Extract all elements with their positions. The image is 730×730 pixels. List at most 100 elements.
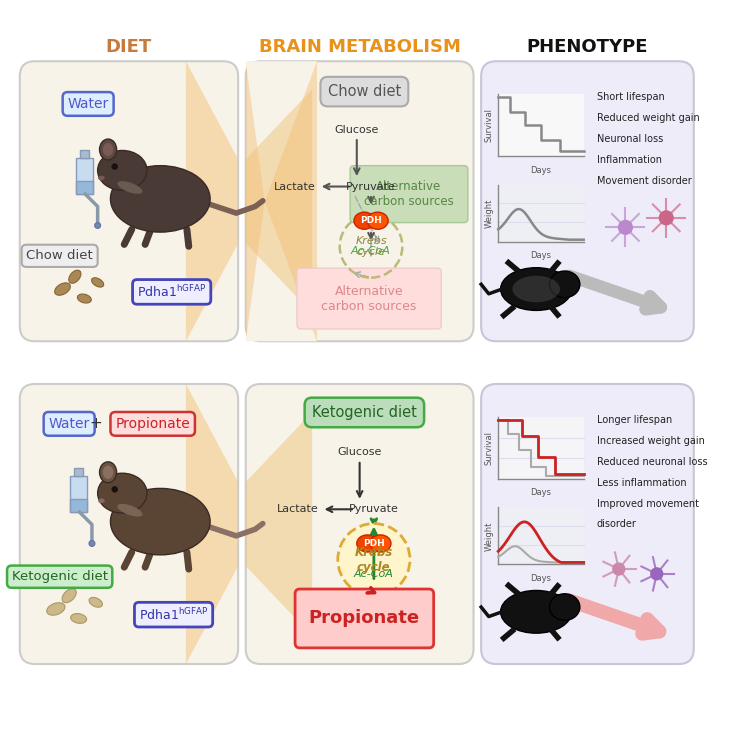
- Ellipse shape: [98, 176, 104, 180]
- Ellipse shape: [62, 588, 76, 603]
- Text: DIET: DIET: [106, 38, 152, 56]
- Bar: [76, 181, 93, 194]
- Ellipse shape: [110, 488, 210, 555]
- Text: Pyruvate: Pyruvate: [346, 182, 396, 191]
- Text: Propionate: Propionate: [309, 610, 420, 628]
- Text: Lactate: Lactate: [274, 182, 316, 191]
- FancyBboxPatch shape: [295, 589, 434, 648]
- Polygon shape: [246, 61, 317, 341]
- Text: Days: Days: [531, 166, 551, 174]
- Text: Water: Water: [67, 97, 109, 111]
- Text: Ac-CoA: Ac-CoA: [354, 569, 393, 579]
- Text: Longer lifespan: Longer lifespan: [597, 415, 672, 425]
- Text: Improved movement: Improved movement: [597, 499, 699, 509]
- Circle shape: [112, 486, 118, 492]
- Ellipse shape: [501, 268, 572, 310]
- Ellipse shape: [103, 466, 113, 479]
- Text: Ketogenic diet: Ketogenic diet: [312, 405, 417, 420]
- Text: PDH: PDH: [363, 539, 385, 548]
- Bar: [76, 158, 93, 194]
- Text: Days: Days: [531, 574, 551, 583]
- Ellipse shape: [110, 166, 210, 232]
- Text: Inflammation: Inflammation: [597, 155, 662, 165]
- Text: Survival: Survival: [485, 431, 493, 465]
- Text: Short lifespan: Short lifespan: [597, 92, 665, 102]
- FancyBboxPatch shape: [20, 384, 238, 664]
- Text: Days: Days: [531, 251, 551, 260]
- Ellipse shape: [501, 591, 572, 633]
- Text: Weight: Weight: [485, 199, 493, 228]
- Polygon shape: [246, 412, 312, 636]
- Bar: [70, 476, 87, 512]
- Text: Survival: Survival: [485, 108, 493, 142]
- FancyBboxPatch shape: [481, 61, 694, 341]
- Circle shape: [650, 567, 664, 580]
- Ellipse shape: [71, 614, 87, 623]
- Polygon shape: [186, 61, 238, 243]
- Text: Weight: Weight: [485, 521, 493, 550]
- Ellipse shape: [118, 181, 142, 194]
- Text: Propionate: Propionate: [115, 417, 190, 431]
- Circle shape: [95, 223, 101, 228]
- Text: PDH: PDH: [360, 216, 382, 226]
- Text: Alternative
carbon sources: Alternative carbon sources: [321, 285, 417, 312]
- FancyBboxPatch shape: [481, 384, 694, 664]
- Text: Chow diet: Chow diet: [328, 84, 401, 99]
- Ellipse shape: [354, 212, 374, 229]
- Ellipse shape: [98, 499, 104, 503]
- Ellipse shape: [118, 504, 142, 517]
- Text: Alternative
carbon sources: Alternative carbon sources: [364, 180, 454, 208]
- Circle shape: [89, 541, 95, 546]
- Text: Increased weight gain: Increased weight gain: [597, 436, 705, 446]
- Circle shape: [612, 562, 626, 576]
- Circle shape: [618, 220, 633, 235]
- Text: Krebs
cycle: Krebs cycle: [355, 545, 393, 574]
- Text: Days: Days: [531, 488, 551, 497]
- Text: Pyruvate: Pyruvate: [349, 504, 399, 515]
- Bar: [499, 418, 584, 479]
- Text: Pdha1$^{\mathsf{hGFAP}}$: Pdha1$^{\mathsf{hGFAP}}$: [137, 284, 207, 300]
- Text: Water: Water: [48, 417, 90, 431]
- Text: Less inflammation: Less inflammation: [597, 477, 687, 488]
- Text: Lactate: Lactate: [277, 504, 319, 515]
- Polygon shape: [246, 201, 317, 341]
- Polygon shape: [186, 384, 238, 664]
- Ellipse shape: [77, 294, 91, 303]
- Circle shape: [112, 164, 118, 169]
- Bar: [499, 507, 584, 564]
- Bar: [499, 185, 584, 242]
- FancyBboxPatch shape: [350, 166, 468, 223]
- Bar: [499, 94, 584, 156]
- Bar: [70, 499, 87, 512]
- Polygon shape: [186, 61, 238, 341]
- Bar: [74, 467, 83, 476]
- Ellipse shape: [98, 473, 147, 513]
- Ellipse shape: [55, 283, 70, 295]
- Text: Reduced neuronal loss: Reduced neuronal loss: [597, 457, 707, 466]
- FancyBboxPatch shape: [246, 61, 474, 341]
- Text: Glucose: Glucose: [334, 125, 379, 134]
- Polygon shape: [186, 384, 238, 566]
- Text: Glucose: Glucose: [337, 447, 382, 457]
- Text: Chow diet: Chow diet: [26, 250, 93, 262]
- Ellipse shape: [69, 270, 81, 283]
- Ellipse shape: [103, 143, 113, 156]
- Ellipse shape: [550, 593, 580, 620]
- Ellipse shape: [370, 535, 391, 552]
- Ellipse shape: [550, 271, 580, 298]
- Text: Ac-CoA: Ac-CoA: [351, 246, 391, 256]
- Ellipse shape: [367, 212, 388, 229]
- Text: BRAIN METABOLISM: BRAIN METABOLISM: [258, 38, 461, 56]
- Text: Neuronal loss: Neuronal loss: [597, 134, 663, 144]
- Ellipse shape: [99, 462, 117, 483]
- Circle shape: [658, 210, 674, 226]
- Text: Krebs
cycle: Krebs cycle: [356, 236, 387, 257]
- FancyBboxPatch shape: [246, 384, 474, 664]
- Text: disorder: disorder: [597, 520, 637, 529]
- Ellipse shape: [91, 277, 104, 287]
- Text: Movement disorder: Movement disorder: [597, 176, 692, 186]
- Polygon shape: [246, 61, 317, 201]
- Text: Ketogenic diet: Ketogenic diet: [12, 570, 107, 583]
- Ellipse shape: [98, 150, 147, 191]
- Text: Reduced weight gain: Reduced weight gain: [597, 113, 699, 123]
